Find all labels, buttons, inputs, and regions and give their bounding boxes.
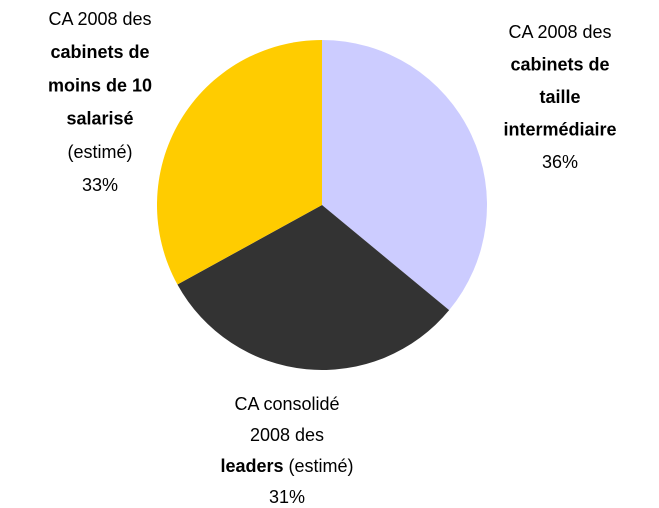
- label-text: CA 2008 des: [508, 22, 611, 42]
- label-line: 2008 des: [250, 425, 324, 445]
- slice-label: CA consolidé 2008 des leaders (estimé) 31%: [220, 394, 353, 507]
- label-text: CA 2008 des: [48, 9, 151, 29]
- label-text: leaders: [220, 456, 283, 476]
- label-line: cabinets de: [50, 42, 149, 62]
- pie-slice: [322, 40, 487, 311]
- label-line: CA 2008 des: [508, 22, 611, 42]
- slice-label: CA 2008 des cabinets de taille intermédiair…: [503, 22, 616, 172]
- label-text: 2008 des: [250, 425, 324, 445]
- label-text: CA consolidé: [234, 394, 339, 414]
- slice-label: CA 2008 des cabinets de moins de 10 salaris…: [48, 9, 152, 195]
- label-line: leaders (estimé): [220, 456, 353, 476]
- label-line: CA 2008 des: [48, 9, 151, 29]
- label-line: CA consolidé: [234, 394, 339, 414]
- pie-slice: [177, 205, 450, 370]
- label-text: cabinets de: [50, 42, 149, 62]
- value-label: 31%: [269, 487, 305, 507]
- label-text: intermédiaire: [503, 119, 616, 139]
- pie-slice: [157, 40, 322, 285]
- label-text: (estimé): [284, 456, 354, 476]
- label-line: (estimé): [67, 142, 132, 162]
- label-line: moins de 10: [48, 75, 152, 95]
- label-text: taille: [539, 87, 580, 107]
- label-line: intermédiaire: [503, 119, 616, 139]
- label-text: (estimé): [67, 142, 132, 162]
- label-text: salarisé: [66, 108, 133, 128]
- label-line: salarisé: [66, 108, 133, 128]
- label-line: cabinets de: [510, 54, 609, 74]
- label-line: taille: [539, 87, 580, 107]
- value-label: 36%: [542, 152, 578, 172]
- label-text: cabinets de: [510, 54, 609, 74]
- label-text: moins de 10: [48, 75, 152, 95]
- value-label: 33%: [82, 175, 118, 195]
